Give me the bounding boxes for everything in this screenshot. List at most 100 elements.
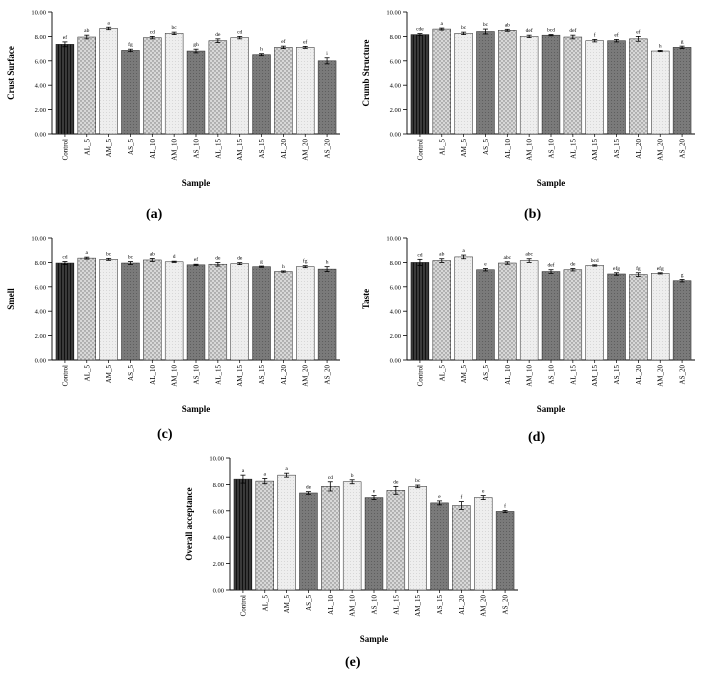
- bar-as-10: [364, 497, 384, 591]
- bar-as-10: [541, 34, 561, 135]
- bar-al-5: [77, 36, 96, 135]
- x-tick-label: AL_15: [569, 139, 577, 159]
- chart-taste: 0.00 2.00 4.00 6.00 8.00 10.00 Taste cd Control a…: [361, 236, 695, 414]
- significance-letter: h: [260, 47, 263, 53]
- significance-letter: def: [569, 27, 576, 34]
- chart-overall-acceptance: 0.00 2.00 4.00 6.00 8.00 10.00 Overall accepta…: [184, 456, 518, 644]
- chart-panel-c: 0.00 2.00 4.00 6.00 8.00 10.00 Smell cd Control a…: [0, 226, 354, 416]
- x-tick-label: AM_20: [480, 595, 488, 617]
- error-bar: [592, 264, 598, 267]
- error-bar: [215, 262, 221, 267]
- error-bar: [439, 27, 445, 31]
- y-tick-label: 0.00: [35, 132, 46, 139]
- significance-letter: g: [681, 272, 684, 278]
- error-bar: [280, 270, 286, 273]
- error-bar: [437, 500, 443, 506]
- x-tick-label: AS_10: [193, 365, 201, 385]
- error-bar: [84, 256, 90, 260]
- significance-letter: bc: [128, 255, 134, 261]
- y-tick-label: 8.00: [390, 34, 401, 41]
- bar-control: [410, 34, 430, 135]
- significance-letter: a: [264, 471, 267, 477]
- x-tick-label: AL_20: [280, 365, 288, 385]
- x-tick-label: AM_10: [526, 139, 534, 161]
- bar-am-10: [164, 33, 184, 135]
- panel-label-b: (b): [524, 207, 542, 222]
- error-bar: [614, 272, 620, 276]
- significance-letter: a: [462, 248, 465, 254]
- error-bar: [504, 28, 510, 32]
- x-tick-label: AS_15: [613, 139, 621, 159]
- x-tick-label: AL_20: [635, 365, 643, 385]
- error-bar: [193, 48, 199, 54]
- significance-letter: a: [86, 250, 89, 256]
- x-tick-label: AS_15: [258, 139, 266, 159]
- x-axis-label: Sample: [537, 404, 566, 414]
- x-tick-label: AL_15: [214, 365, 222, 385]
- significance-letter: abc: [503, 255, 511, 261]
- bar-al-5: [77, 257, 96, 361]
- chart-smell: 0.00 2.00 4.00 6.00 8.00 10.00 Smell cd Control a…: [6, 236, 340, 414]
- bar-as-10: [186, 50, 206, 135]
- bar-al-20: [629, 38, 648, 135]
- bar-am-20: [651, 50, 670, 135]
- x-tick-label: AL_20: [635, 139, 643, 159]
- error-bar: [570, 268, 576, 272]
- bar-as-20: [317, 268, 337, 361]
- error-bar: [171, 31, 177, 35]
- error-bar: [215, 38, 221, 43]
- significance-letter: bcd: [547, 28, 555, 34]
- error-bar: [526, 34, 532, 39]
- error-bar: [482, 28, 488, 35]
- x-tick-label: AL_10: [149, 139, 157, 159]
- y-axis-label: Crust Surface: [6, 46, 16, 100]
- y-tick-label: 4.00: [390, 83, 401, 90]
- bar-as-15: [252, 54, 271, 135]
- x-tick-label: AM_20: [657, 139, 665, 161]
- bar-al-15: [208, 40, 228, 135]
- y-tick-label: 4.00: [390, 309, 401, 316]
- significance-letter: ef: [63, 34, 67, 41]
- y-tick-label: 6.00: [390, 284, 401, 291]
- bar-as-20: [672, 280, 692, 361]
- bar-al-5: [432, 28, 451, 135]
- x-tick-label: AL_15: [569, 365, 577, 385]
- significance-letter: ef: [281, 38, 285, 45]
- bar-as-15: [252, 266, 271, 361]
- error-bar: [461, 254, 467, 260]
- significance-letter: cd: [150, 29, 155, 35]
- bar-al-10: [321, 486, 340, 591]
- error-bar: [614, 39, 620, 43]
- x-tick-label: AL_20: [280, 139, 288, 159]
- x-axis-label: Sample: [360, 634, 389, 644]
- bar-am-15: [585, 265, 604, 361]
- x-tick-label: AL_5: [438, 139, 446, 156]
- x-tick-label: AM_5: [460, 139, 468, 158]
- error-bar: [149, 36, 155, 40]
- error-bar: [393, 485, 399, 495]
- bar-am-20: [651, 273, 670, 361]
- significance-letter: fg: [128, 41, 133, 48]
- x-tick-label: Control: [61, 139, 69, 160]
- significance-letter: e: [484, 262, 487, 268]
- chart-panel-d: 0.00 2.00 4.00 6.00 8.00 10.00 Taste cd Control a…: [355, 226, 709, 416]
- y-tick-label: 0.00: [390, 358, 401, 365]
- significance-letter: a: [242, 468, 245, 474]
- significance-letter: ab: [439, 252, 444, 258]
- x-tick-label: AM_10: [349, 595, 357, 617]
- x-tick-label: AS_10: [548, 365, 556, 385]
- x-tick-label: Control: [61, 365, 69, 386]
- panel-label-e: (e): [345, 655, 361, 670]
- error-bar: [502, 510, 508, 513]
- error-bar: [439, 258, 445, 263]
- significance-letter: ab: [505, 22, 510, 28]
- error-bar: [284, 472, 290, 478]
- x-tick-label: AL_15: [392, 595, 400, 615]
- significance-letter: i: [326, 51, 328, 57]
- x-tick-label: Control: [416, 139, 424, 160]
- error-bar: [259, 265, 265, 268]
- panel-label-d: (d): [528, 430, 546, 445]
- error-bar: [193, 263, 199, 266]
- significance-letter: fg: [636, 265, 641, 272]
- bar-as-10: [541, 271, 561, 361]
